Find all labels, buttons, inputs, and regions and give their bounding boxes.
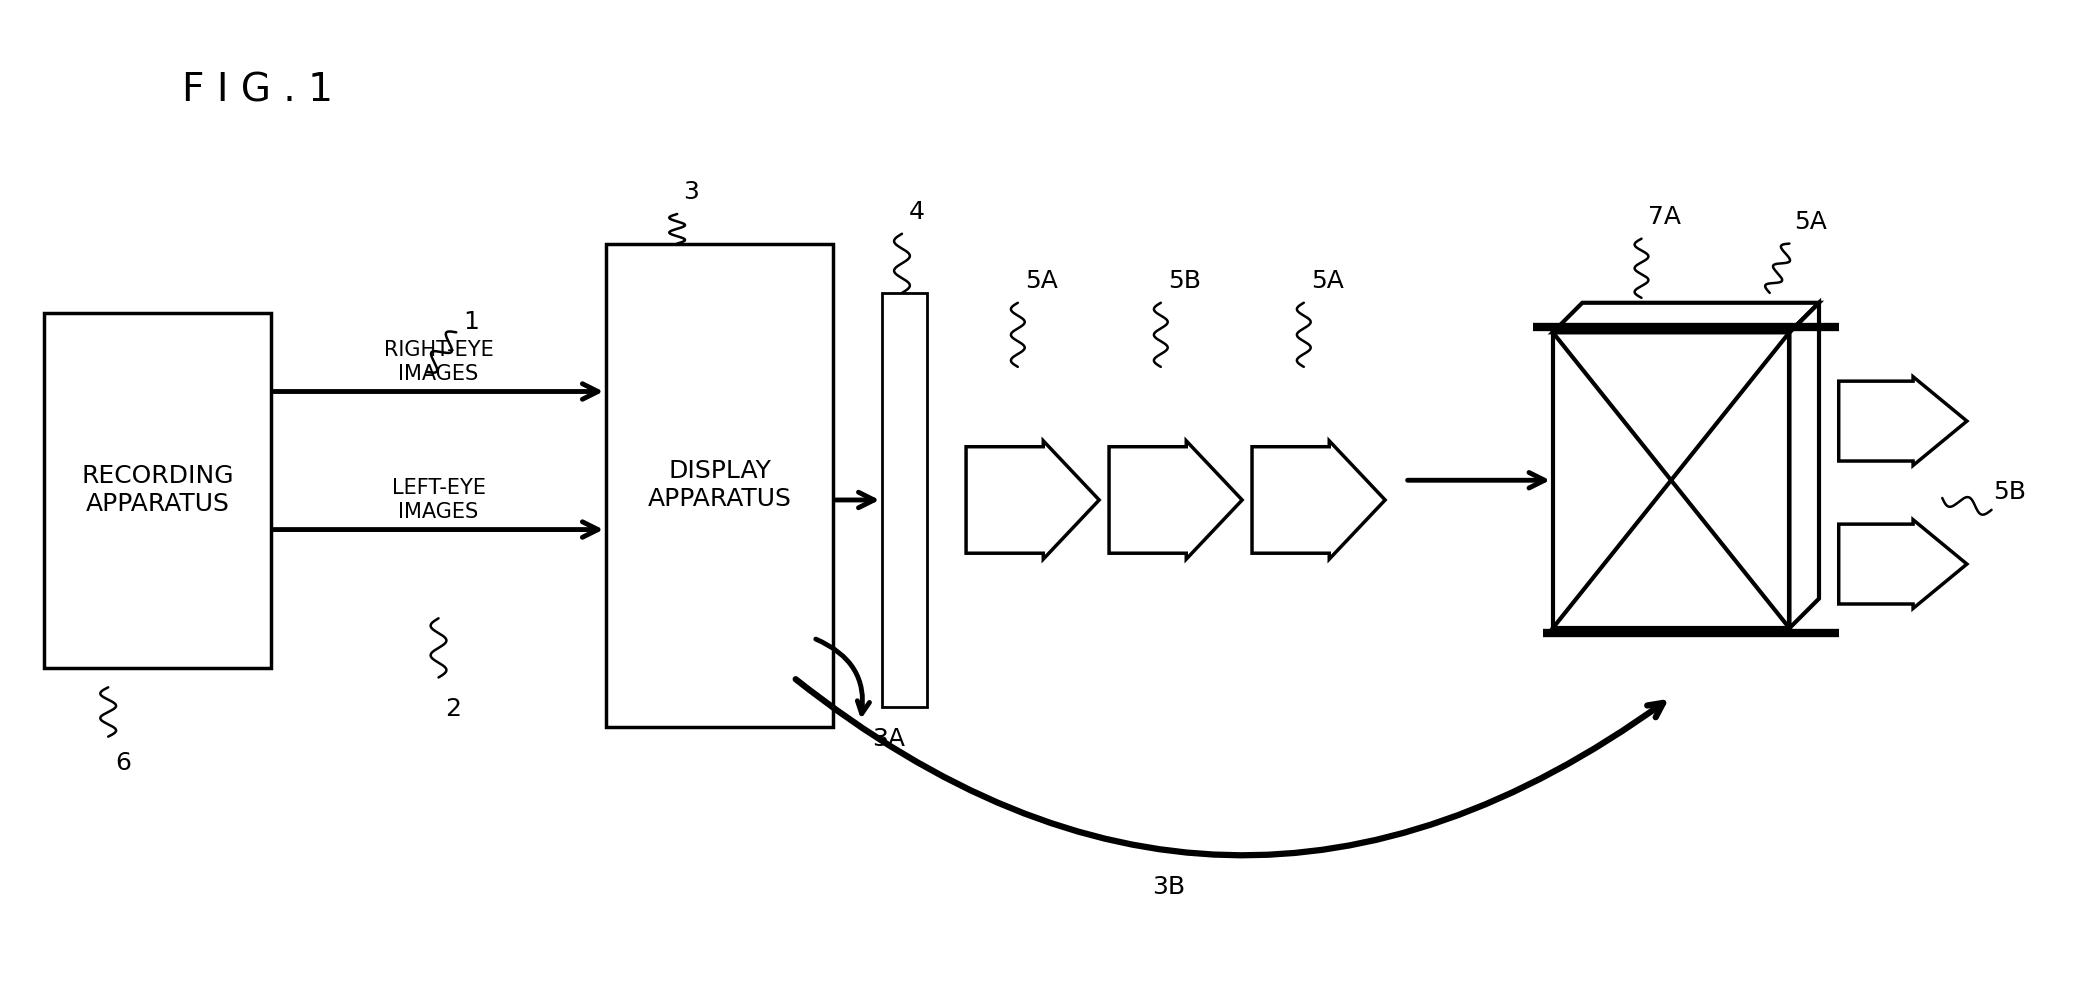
- Text: 2: 2: [446, 697, 462, 721]
- Text: LEFT-EYE
IMAGES: LEFT-EYE IMAGES: [392, 478, 485, 522]
- Text: 5B: 5B: [1993, 480, 2027, 504]
- Text: DISPLAY
APPARATUS: DISPLAY APPARATUS: [648, 459, 792, 511]
- Text: 1: 1: [462, 311, 479, 335]
- Text: 6: 6: [115, 751, 131, 776]
- FancyArrowPatch shape: [817, 639, 869, 714]
- Text: RECORDING
APPARATUS: RECORDING APPARATUS: [81, 464, 233, 516]
- Text: RIGHT-EYE
IMAGES: RIGHT-EYE IMAGES: [383, 341, 494, 383]
- Text: 3B: 3B: [1152, 874, 1185, 898]
- Text: 3: 3: [683, 180, 700, 204]
- FancyArrowPatch shape: [796, 679, 1662, 856]
- Bar: [606, 244, 833, 727]
- Bar: [883, 293, 927, 707]
- Text: 5A: 5A: [1793, 210, 1827, 234]
- Text: 5B: 5B: [1169, 269, 1200, 293]
- Text: 5A: 5A: [1310, 269, 1344, 293]
- Bar: [44, 313, 271, 667]
- Text: 4: 4: [908, 200, 925, 224]
- Text: F I G . 1: F I G . 1: [181, 71, 333, 109]
- Text: 5A: 5A: [1025, 269, 1058, 293]
- Text: 3A: 3A: [873, 727, 906, 751]
- Text: 7A: 7A: [1648, 205, 1681, 229]
